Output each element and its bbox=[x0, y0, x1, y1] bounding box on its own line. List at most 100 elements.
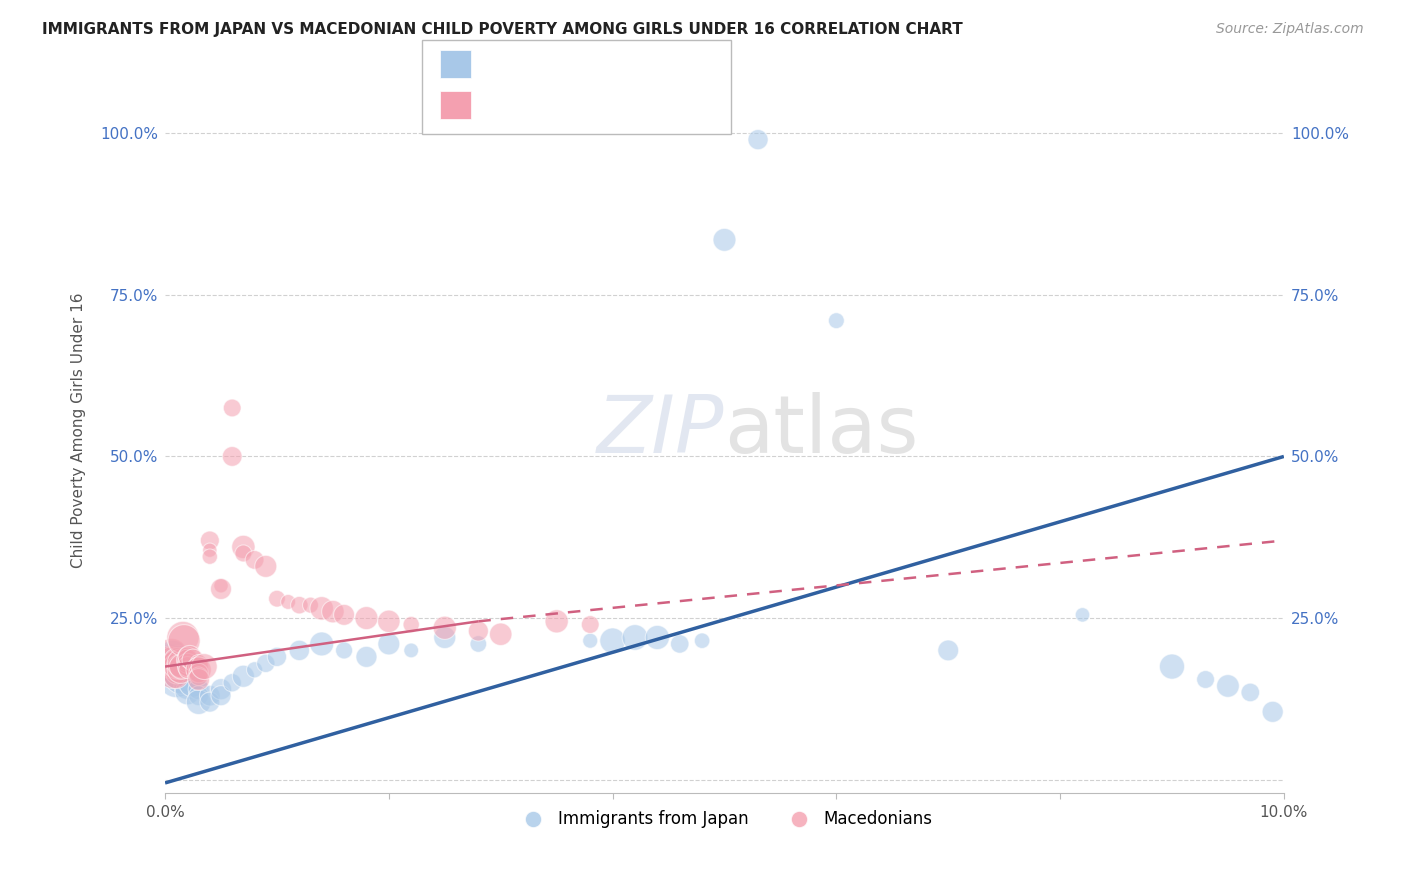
Point bbox=[169, 659, 191, 673]
Point bbox=[299, 598, 322, 612]
Point bbox=[690, 633, 713, 648]
Point bbox=[165, 666, 187, 681]
Point bbox=[179, 649, 201, 664]
Point bbox=[579, 617, 602, 632]
Point bbox=[209, 579, 232, 593]
Point bbox=[162, 647, 184, 661]
Point bbox=[647, 631, 669, 645]
Point bbox=[277, 595, 299, 609]
Point bbox=[170, 663, 193, 677]
Point bbox=[825, 313, 848, 327]
Point bbox=[172, 631, 194, 645]
Point bbox=[467, 637, 489, 651]
Point bbox=[198, 549, 221, 564]
Point bbox=[311, 601, 333, 615]
Point bbox=[489, 627, 512, 641]
Point bbox=[187, 666, 209, 681]
Point bbox=[378, 637, 401, 651]
Point bbox=[232, 669, 254, 683]
Point bbox=[433, 631, 456, 645]
Point bbox=[288, 598, 311, 612]
Point bbox=[170, 659, 193, 673]
Point bbox=[399, 617, 422, 632]
Point bbox=[322, 605, 344, 619]
Point bbox=[221, 675, 243, 690]
Point bbox=[170, 669, 193, 683]
Point bbox=[193, 659, 215, 673]
Point bbox=[163, 663, 186, 677]
Text: R = 0.208: R = 0.208 bbox=[478, 96, 574, 114]
Text: R = 0.400: R = 0.400 bbox=[478, 55, 574, 73]
Point bbox=[160, 647, 183, 661]
Point bbox=[159, 653, 181, 667]
Point bbox=[181, 653, 204, 667]
Point bbox=[187, 689, 209, 703]
Point bbox=[165, 669, 187, 683]
Point bbox=[198, 543, 221, 558]
Point bbox=[243, 663, 266, 677]
Point bbox=[173, 633, 195, 648]
Point bbox=[167, 657, 190, 671]
Point bbox=[311, 637, 333, 651]
Point bbox=[333, 607, 356, 622]
Point bbox=[1216, 679, 1239, 693]
Point bbox=[433, 621, 456, 635]
Point bbox=[624, 631, 647, 645]
Point bbox=[198, 689, 221, 703]
Point bbox=[176, 663, 198, 677]
Point bbox=[546, 615, 568, 629]
Point bbox=[198, 533, 221, 548]
Point bbox=[266, 649, 288, 664]
Point bbox=[170, 663, 193, 677]
Text: ZIP: ZIP bbox=[598, 392, 724, 469]
Point bbox=[187, 695, 209, 709]
Point bbox=[602, 633, 624, 648]
Point bbox=[176, 685, 198, 699]
Point bbox=[221, 401, 243, 415]
Point bbox=[165, 659, 187, 673]
Point bbox=[356, 611, 378, 625]
Point bbox=[1239, 685, 1261, 699]
Point bbox=[579, 633, 602, 648]
Point bbox=[165, 657, 187, 671]
Point bbox=[333, 643, 356, 657]
Point bbox=[176, 659, 198, 673]
Point bbox=[157, 649, 180, 664]
Text: N = 34: N = 34 bbox=[619, 55, 683, 73]
Point bbox=[1261, 705, 1284, 719]
Point bbox=[176, 657, 198, 671]
Point bbox=[187, 659, 209, 673]
Point bbox=[378, 615, 401, 629]
Point bbox=[232, 546, 254, 560]
Point bbox=[936, 643, 959, 657]
Legend: Immigrants from Japan, Macedonians: Immigrants from Japan, Macedonians bbox=[509, 804, 939, 835]
Point bbox=[162, 666, 184, 681]
Point bbox=[187, 673, 209, 687]
Point bbox=[198, 695, 221, 709]
Point bbox=[181, 675, 204, 690]
Point bbox=[176, 679, 198, 693]
Point bbox=[1161, 659, 1184, 673]
Point bbox=[209, 582, 232, 596]
Point bbox=[254, 657, 277, 671]
Point bbox=[713, 233, 735, 247]
Point bbox=[747, 133, 769, 147]
Point bbox=[170, 657, 193, 671]
Point bbox=[232, 540, 254, 554]
Point bbox=[266, 591, 288, 606]
Point bbox=[159, 653, 181, 667]
Text: atlas: atlas bbox=[724, 392, 920, 469]
Point bbox=[243, 553, 266, 567]
Point bbox=[209, 682, 232, 697]
Point bbox=[187, 657, 209, 671]
Point bbox=[187, 663, 209, 677]
Point bbox=[356, 649, 378, 664]
Point bbox=[159, 659, 181, 673]
Point bbox=[1071, 607, 1094, 622]
Text: N = 58: N = 58 bbox=[619, 96, 685, 114]
Text: IMMIGRANTS FROM JAPAN VS MACEDONIAN CHILD POVERTY AMONG GIRLS UNDER 16 CORRELATI: IMMIGRANTS FROM JAPAN VS MACEDONIAN CHIL… bbox=[42, 22, 963, 37]
Point bbox=[467, 624, 489, 638]
Point bbox=[176, 649, 198, 664]
Point bbox=[399, 643, 422, 657]
Point bbox=[254, 559, 277, 574]
